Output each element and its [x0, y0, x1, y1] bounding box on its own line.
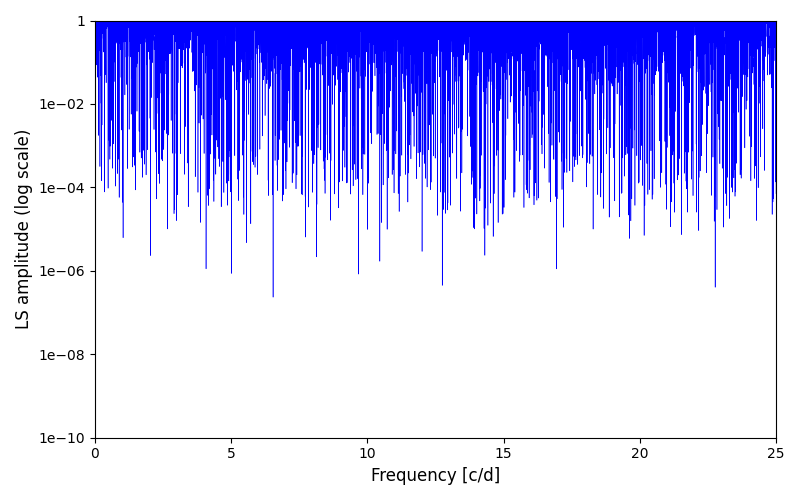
X-axis label: Frequency [c/d]: Frequency [c/d] [371, 467, 500, 485]
Y-axis label: LS amplitude (log scale): LS amplitude (log scale) [15, 129, 33, 330]
